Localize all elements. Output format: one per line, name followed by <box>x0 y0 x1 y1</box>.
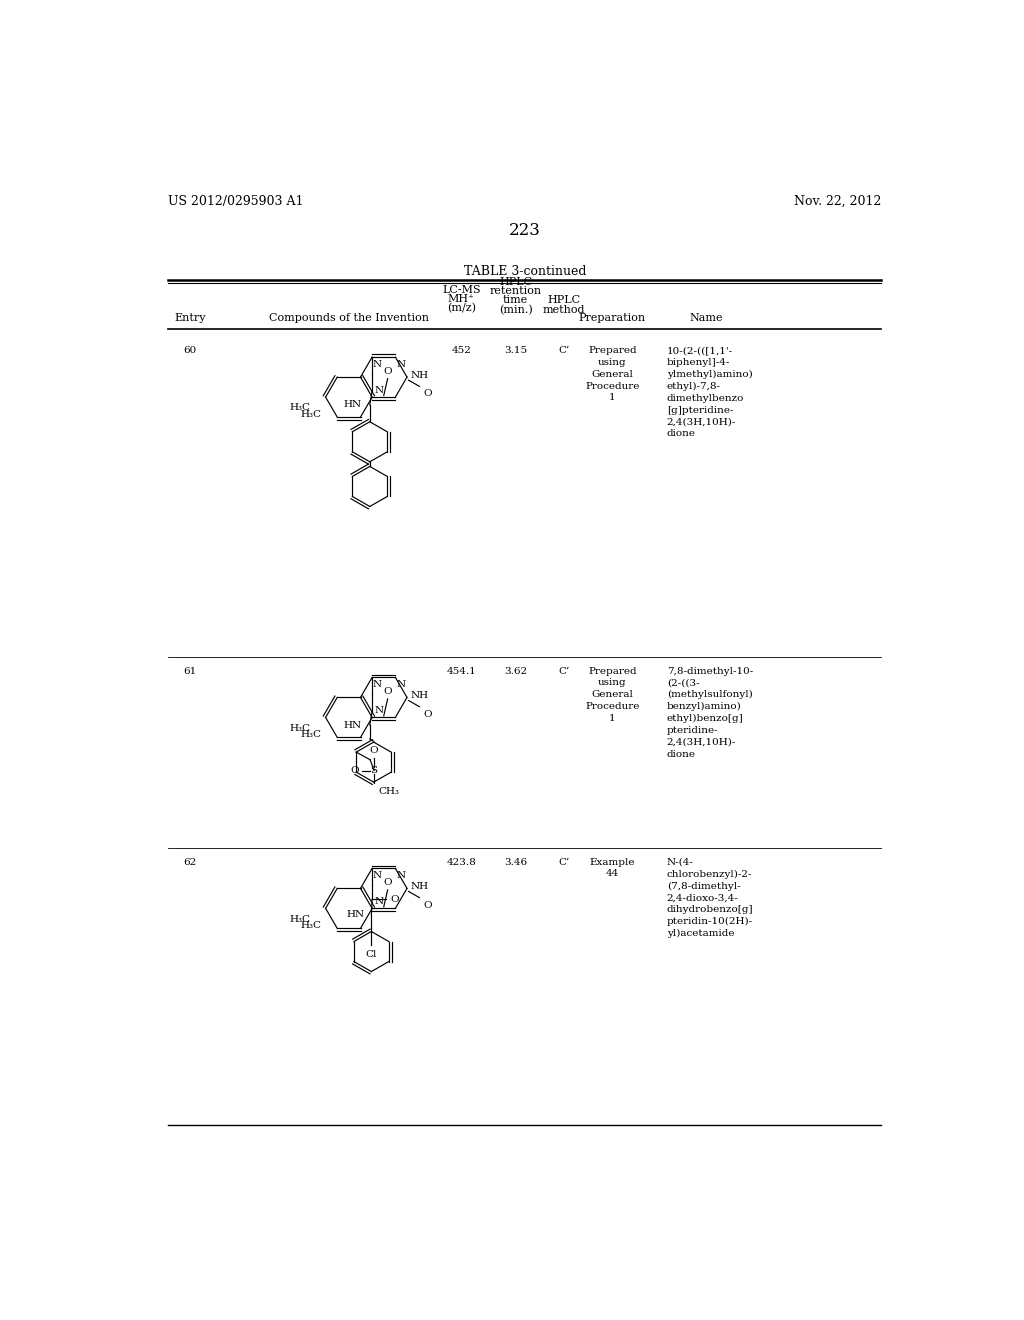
Text: 223: 223 <box>509 222 541 239</box>
Text: N: N <box>375 706 384 715</box>
Text: O: O <box>383 686 392 696</box>
Text: NH: NH <box>410 371 428 380</box>
Text: method: method <box>543 305 586 314</box>
Text: HN: HN <box>346 909 365 919</box>
Text: Example
44: Example 44 <box>590 858 635 878</box>
Text: O: O <box>350 766 358 775</box>
Text: 61: 61 <box>183 667 197 676</box>
Text: MH⁺: MH⁺ <box>447 294 475 304</box>
Text: Cl: Cl <box>366 950 377 960</box>
Text: TABLE 3-continued: TABLE 3-continued <box>464 264 586 277</box>
Text: N: N <box>396 871 406 880</box>
Text: (min.): (min.) <box>499 305 532 315</box>
Text: N: N <box>373 360 382 370</box>
Text: 452: 452 <box>452 346 471 355</box>
Text: (m/z): (m/z) <box>446 304 476 313</box>
Text: H₃C: H₃C <box>289 915 310 924</box>
Text: C’: C’ <box>559 346 570 355</box>
Text: 423.8: 423.8 <box>446 858 476 866</box>
Text: N: N <box>375 385 384 395</box>
Text: N-(4-
chlorobenzyl)-2-
(7,8-dimethyl-
2,4-dioxo-3,4-
dihydrobenzo[g]
pteridin-10: N-(4- chlorobenzyl)-2- (7,8-dimethyl- 2,… <box>667 858 754 939</box>
Text: 3.15: 3.15 <box>504 346 527 355</box>
Text: O: O <box>370 746 378 755</box>
Text: 3.46: 3.46 <box>504 858 527 866</box>
Text: 7,8-dimethyl-10-
(2-((3-
(methylsulfonyl)
benzyl)amino)
ethyl)benzo[g]
pteridine: 7,8-dimethyl-10- (2-((3- (methylsulfonyl… <box>667 667 753 759</box>
Text: time: time <box>503 296 528 305</box>
Text: O: O <box>423 710 432 718</box>
Text: O: O <box>423 900 432 909</box>
Text: S: S <box>371 766 378 775</box>
Text: Name: Name <box>690 313 723 323</box>
Text: H₃C: H₃C <box>301 730 322 739</box>
Text: CH₃: CH₃ <box>378 787 399 796</box>
Text: Prepared
using
General
Procedure
1: Prepared using General Procedure 1 <box>585 346 640 403</box>
Text: 454.1: 454.1 <box>446 667 476 676</box>
Text: HPLC: HPLC <box>499 277 532 286</box>
Text: N: N <box>396 360 406 370</box>
Text: O: O <box>423 389 432 399</box>
Text: NH: NH <box>410 882 428 891</box>
Text: Compounds of the Invention: Compounds of the Invention <box>269 313 429 323</box>
Text: N: N <box>396 681 406 689</box>
Text: O: O <box>391 895 399 904</box>
Text: 62: 62 <box>183 858 197 866</box>
Text: 60: 60 <box>183 346 197 355</box>
Text: H₃C: H₃C <box>289 723 310 733</box>
Text: H₃C: H₃C <box>301 409 322 418</box>
Text: H₃C: H₃C <box>301 921 322 929</box>
Text: O: O <box>383 878 392 887</box>
Text: HPLC: HPLC <box>548 296 581 305</box>
Text: Entry: Entry <box>174 313 206 323</box>
Text: H₃C: H₃C <box>289 404 310 412</box>
Text: C’: C’ <box>559 667 570 676</box>
Text: N: N <box>375 898 384 906</box>
Text: Preparation: Preparation <box>579 313 646 323</box>
Text: C’: C’ <box>559 858 570 866</box>
Text: LC-MS: LC-MS <box>442 285 480 294</box>
Text: Prepared
using
General
Procedure
1: Prepared using General Procedure 1 <box>585 667 640 723</box>
Text: Nov. 22, 2012: Nov. 22, 2012 <box>794 194 882 207</box>
Text: NH: NH <box>410 692 428 701</box>
Text: 3.62: 3.62 <box>504 667 527 676</box>
Text: O: O <box>383 367 392 376</box>
Text: N: N <box>373 871 382 880</box>
Text: HN: HN <box>344 721 362 730</box>
Text: retention: retention <box>489 286 542 296</box>
Text: 10-(2-(([1,1'-
biphenyl]-4-
ylmethyl)amino)
ethyl)-7,8-
dimethylbenzo
[g]pteridi: 10-(2-(([1,1'- biphenyl]-4- ylmethyl)ami… <box>667 346 753 438</box>
Text: HN: HN <box>344 400 362 409</box>
Text: US 2012/0295903 A1: US 2012/0295903 A1 <box>168 194 304 207</box>
Text: N: N <box>373 681 382 689</box>
